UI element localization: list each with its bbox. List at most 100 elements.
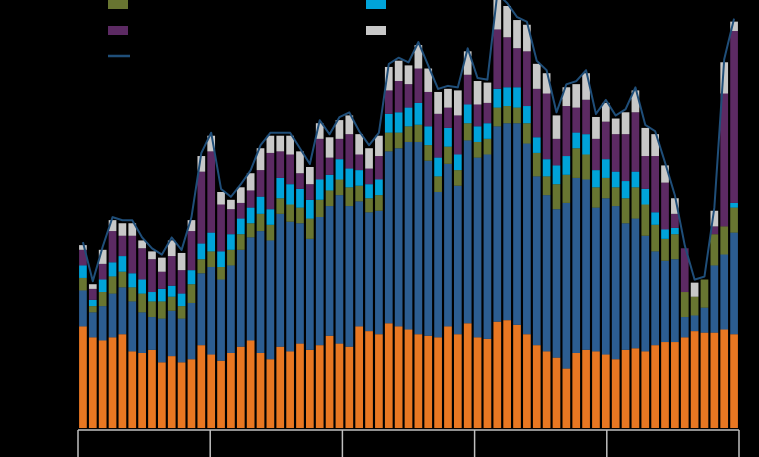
bar-segment-olive [572,148,581,178]
bar-segment-purple [424,91,433,127]
bar-segment-gray [217,191,225,205]
bar-segment-cyan [128,273,137,288]
bar-segment-orange [158,362,166,428]
bar-segment-blue [542,195,551,352]
bar-segment-blue [88,312,97,338]
bar-segment-purple [217,204,225,252]
bar-segment-olive [592,187,600,208]
bar-segment-cyan [572,132,581,149]
bar-segment-purple [158,271,166,289]
bar-segment-purple [266,152,275,210]
bar-segment-purple [355,154,364,171]
bar-segment-olive [523,123,531,144]
bar-segment-blue [207,267,216,355]
bar-segment-olive [227,249,235,266]
bar-segment-blue [651,251,659,346]
bar-segment-olive [167,296,176,311]
bar-segment-olive [236,234,245,250]
bar-segment-olive [246,223,255,238]
bar-segment-gray [720,62,729,94]
bar-segment-olive [128,287,137,302]
bar-segment-purple [98,263,107,280]
bar-segment-orange [493,321,502,428]
bar-segment-olive [532,152,541,177]
bar-segment-blue [197,273,206,346]
bar-segment-gray [483,82,492,103]
bar-segment-gray [384,66,393,91]
bar-segment-olive [207,251,216,268]
bar-segment-cyan [592,170,600,188]
bar-segment-gray [690,282,699,297]
bar-segment-blue [532,176,541,346]
bar-segment-cyan [266,209,275,225]
bar-segment-cyan [483,123,492,139]
bar-segment-blue [671,259,679,343]
bar-segment-blue [424,160,433,336]
bar-segment-blue [483,154,492,339]
bar-segment-olive [661,238,669,261]
bar-segment-blue [256,231,265,353]
bar-segment-gray [424,68,433,92]
bar-segment-orange [246,340,255,428]
bar-segment-olive [493,107,502,127]
bar-segment-purple [138,248,146,280]
bar-segment-purple [177,270,186,294]
bar-segment-purple [246,190,255,208]
bar-segment-cyan [414,102,423,125]
bar-segment-gray [128,223,137,236]
bar-segment-gray [187,220,196,232]
bar-segment-purple [503,37,512,88]
bar-segment-purple [394,81,403,113]
bar-segment-purple [197,171,206,244]
bar-segment-orange [542,351,551,428]
bar-segment-blue [148,317,156,350]
bar-segment-blue [128,301,137,352]
bar-segment-cyan [276,177,285,199]
bar-segment-cyan [473,126,482,142]
bar-segment-olive [335,179,344,196]
bar-segment-orange [187,359,196,428]
bar-segment-purple [167,256,176,286]
bar-segment-orange [315,345,324,428]
bar-segment-olive [266,224,275,241]
bar-segment-gray [641,127,650,157]
bar-segment-purple [710,226,719,235]
bar-segment-gray [503,6,512,38]
bar-segment-cyan [98,279,107,293]
bar-segment-purple [148,259,156,293]
bar-segment-purple [680,248,689,293]
bar-segment-olive [641,204,650,236]
bar-segment-orange [453,334,462,428]
bar-segment-blue [503,123,512,321]
bar-segment-cyan [217,251,225,268]
bar-segment-cyan [434,157,442,177]
bar-segment-orange [611,359,620,428]
bar-segment-orange [365,331,373,428]
bar-segment-purple [128,235,137,274]
bar-segment-purple [601,121,610,160]
bar-segment-olive [148,301,156,318]
bar-segment-orange [296,343,304,428]
bar-segment-olive [345,187,354,207]
bar-segment-blue [335,195,344,344]
bar-segment-orange [414,334,423,428]
bar-segment-gray [434,91,442,114]
bar-segment-cyan [384,113,393,133]
bar-segment-blue [463,140,472,324]
bar-segment-gray [592,116,600,139]
bar-segment-gray [167,240,176,257]
bar-segment-orange [98,340,107,428]
bar-segment-orange [128,351,137,428]
bar-segment-gray [108,220,117,232]
bar-segment-gray [296,151,304,174]
bar-segment-olive [108,276,117,294]
bar-segment-olive [306,218,314,239]
bar-segment-purple [532,88,541,138]
bar-segment-blue [661,260,669,343]
bar-segment-purple [306,184,314,200]
bar-segment-cyan [325,174,334,191]
bar-segment-blue [690,315,699,332]
legend-swatch-gray [366,26,386,35]
bar-segment-blue [167,310,176,357]
